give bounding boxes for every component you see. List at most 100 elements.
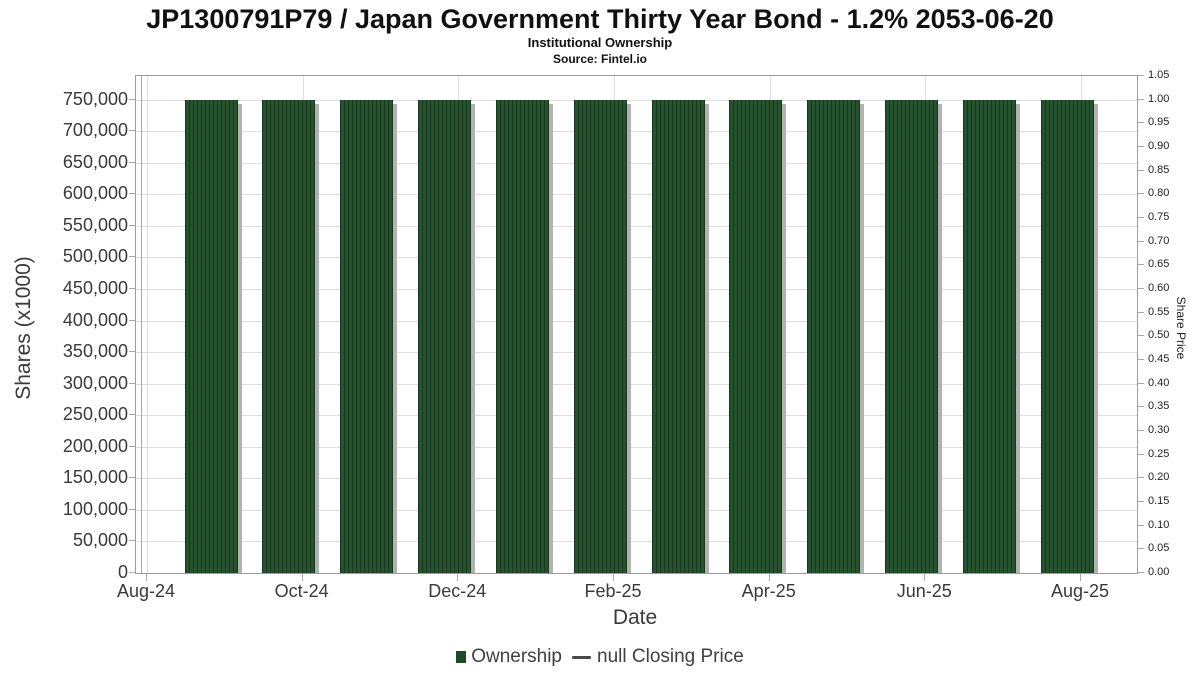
y-tick-mark-right: [1138, 122, 1144, 124]
y-tick-label-right: 1.05: [1148, 69, 1170, 81]
y-tick-label-left: 650,000: [62, 151, 128, 172]
y-tick-mark-right: [1138, 311, 1144, 313]
y-tick-mark-right: [1138, 406, 1144, 408]
y-tick-label-left: 450,000: [62, 278, 128, 298]
bar[interactable]: [807, 99, 861, 573]
y-tick-label-right: 0.60: [1148, 282, 1170, 294]
gridline-h: [136, 162, 1137, 164]
gridline-h: [136, 446, 1137, 448]
chart-subtitle: Institutional Ownership: [527, 35, 673, 50]
y-tick-label-right: 0.20: [1148, 471, 1170, 484]
y-tick-mark-left: [129, 98, 135, 100]
x-tick-label: Jun-25: [896, 581, 952, 601]
y-tick-label-right: 0.40: [1148, 376, 1170, 389]
y-tick-mark-left: [129, 288, 135, 289]
legend-item-ownership[interactable]: Ownership: [456, 646, 562, 668]
y-tick-mark-right: [1138, 169, 1144, 171]
gridline-h: [136, 194, 1137, 196]
y-tick-label-left: 200,000: [62, 435, 128, 456]
x-tick-mark: [146, 574, 147, 581]
y-tick-label-left: 300,000: [62, 372, 128, 393]
x-tick-mark: [613, 574, 614, 581]
y-tick-mark-left: [129, 161, 135, 163]
y-tick-label-right: 0.65: [1148, 258, 1170, 271]
bar[interactable]: [962, 99, 1016, 573]
y-tick-mark-right: [1138, 382, 1144, 384]
gridline-h: [136, 257, 1137, 259]
y-axis-line: [141, 76, 142, 573]
y-tick-label-left: 550,000: [62, 214, 128, 235]
y-tick-label-right: 0.45: [1148, 353, 1170, 365]
y-tick-label-right: 0.15: [1148, 495, 1170, 507]
y-tick-mark-left: [129, 256, 135, 258]
legend-item-closing-price[interactable]: null Closing Price: [572, 646, 744, 668]
y-tick-mark-right: [1138, 572, 1144, 573]
y-tick-label-left: 500,000: [62, 246, 128, 267]
y-tick-label-right: 0.95: [1148, 116, 1170, 129]
y-axis-title-left: Shares (x1000): [12, 256, 35, 400]
gridline-h: [136, 131, 1137, 133]
y-tick-label-right: 0.30: [1148, 424, 1170, 436]
ownership-square-marker-icon: [456, 651, 467, 663]
y-tick-label-right: 0.55: [1148, 305, 1170, 318]
y-tick-mark-right: [1138, 288, 1144, 289]
y-tick-label-left: 600,000: [62, 183, 128, 204]
y-tick-label-right: 0.00: [1148, 566, 1170, 578]
gridline-h: [136, 225, 1137, 227]
y-tick-mark-right: [1138, 193, 1144, 195]
chart-source: Source: Fintel.io: [552, 52, 647, 66]
y-tick-mark-right: [1138, 477, 1144, 479]
y-tick-mark-right: [1138, 335, 1144, 337]
y-tick-mark-right: [1138, 217, 1144, 218]
bar[interactable]: [1040, 99, 1094, 573]
y-tick-mark-left: [129, 351, 135, 353]
y-tick-mark-left: [129, 319, 135, 321]
y-tick-label-right: 0.90: [1148, 140, 1170, 152]
legend-label-closing-price: null Closing Price: [597, 646, 744, 667]
x-tick-label: Dec-24: [428, 581, 487, 601]
bar[interactable]: [184, 99, 238, 573]
y-tick-mark-left: [129, 572, 135, 573]
bar[interactable]: [573, 99, 627, 573]
y-tick-mark-right: [1138, 75, 1144, 76]
y-tick-label-right: 0.85: [1148, 163, 1170, 176]
y-tick-mark-right: [1138, 146, 1144, 147]
gridline-v: [147, 76, 148, 573]
x-tick-label: Apr-25: [741, 581, 796, 601]
gridline-h: [136, 320, 1137, 322]
y-tick-label-left: 750,000: [62, 88, 128, 109]
chart-title: JP1300791P79 / Japan Government Thirty Y…: [146, 4, 1054, 34]
y-tick-mark-right: [1138, 453, 1144, 455]
y-tick-mark-left: [129, 130, 135, 132]
y-tick-label-right: 0.10: [1148, 518, 1170, 531]
y-tick-label-left: 50,000: [72, 530, 128, 551]
x-tick-label: Oct-24: [274, 581, 329, 601]
gridline-h: [136, 478, 1137, 480]
bar[interactable]: [418, 99, 471, 573]
y-tick-mark-left: [129, 382, 135, 384]
y-tick-mark-right: [1138, 98, 1144, 100]
y-axis-title-right: Share Price: [1174, 296, 1188, 360]
plot-area: [135, 75, 1138, 574]
y-tick-label-right: 0.70: [1148, 234, 1170, 247]
bar[interactable]: [262, 99, 316, 573]
x-tick-mark: [1080, 574, 1081, 581]
y-tick-mark-right: [1138, 240, 1144, 242]
bar[interactable]: [495, 99, 549, 573]
x-tick-mark: [924, 574, 926, 581]
y-tick-label-right: 0.05: [1148, 542, 1170, 555]
bar[interactable]: [651, 99, 705, 573]
bar[interactable]: [340, 99, 394, 573]
y-tick-label-right: 0.25: [1148, 447, 1170, 460]
y-tick-label-left: 0: [117, 562, 128, 582]
x-tick-mark: [768, 574, 770, 581]
bar[interactable]: [729, 99, 783, 573]
y-tick-label-left: 250,000: [62, 404, 128, 425]
gridline-h: [136, 383, 1137, 385]
y-tick-mark-right: [1138, 359, 1144, 360]
y-tick-mark-left: [129, 193, 135, 195]
bar[interactable]: [885, 99, 938, 573]
y-tick-label-right: 0.75: [1148, 211, 1170, 223]
y-tick-mark-right: [1138, 501, 1144, 502]
